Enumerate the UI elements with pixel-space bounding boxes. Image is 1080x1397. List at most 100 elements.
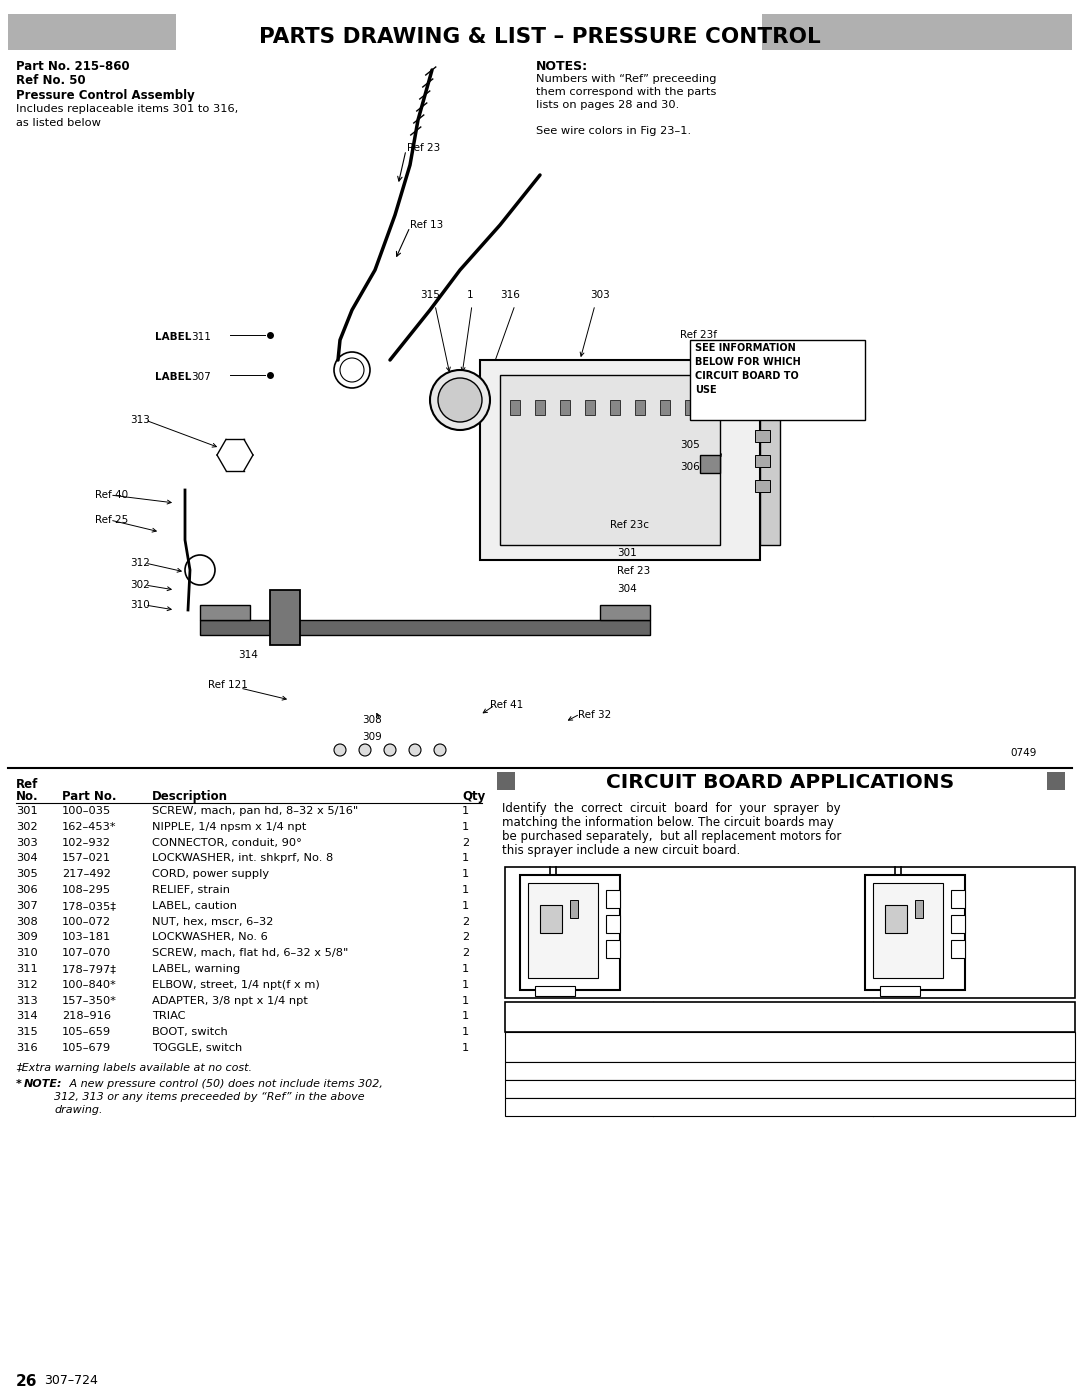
Text: Ref 25: Ref 25 [95, 515, 129, 525]
Text: 301: 301 [617, 548, 637, 557]
Text: 305: 305 [16, 869, 38, 879]
Text: NUT, hex, mscr, 6–32: NUT, hex, mscr, 6–32 [152, 916, 273, 926]
Text: 301: 301 [16, 806, 38, 816]
Text: 26: 26 [16, 1375, 38, 1389]
Bar [873, 883, 943, 978]
Text: 1: 1 [462, 1027, 469, 1037]
Text: 312, 313 or any items preceeded by “Ref” in the above: 312, 313 or any items preceeded by “Ref”… [54, 1092, 365, 1102]
Text: Ref 23: Ref 23 [407, 142, 441, 154]
Bar [606, 890, 620, 908]
Text: Sprayer, Series: Sprayer, Series [716, 1037, 810, 1046]
Text: 178–035‡: 178–035‡ [62, 901, 117, 911]
Text: 100–035: 100–035 [62, 806, 111, 816]
Text: 315: 315 [16, 1027, 38, 1037]
Text: 100–072: 100–072 [62, 916, 111, 926]
Text: 306: 306 [680, 462, 700, 472]
Text: Ref 13: Ref 13 [410, 219, 443, 231]
Text: 316: 316 [500, 291, 519, 300]
Circle shape [434, 745, 446, 756]
Bar [585, 400, 595, 415]
Text: External Motor Fan?: External Motor Fan? [700, 1084, 826, 1094]
Text: LABEL, caution: LABEL, caution [152, 901, 237, 911]
Text: 307: 307 [191, 372, 211, 381]
Text: A new pressure control (50) does not include items 302,: A new pressure control (50) does not inc… [66, 1078, 383, 1088]
Bar [755, 455, 770, 467]
Bar [755, 481, 770, 492]
Text: Ref 32: Ref 32 [578, 710, 611, 719]
Text: 311: 311 [191, 332, 211, 342]
Bar [480, 360, 760, 560]
Bar [865, 875, 966, 990]
Text: 309: 309 [362, 732, 382, 742]
Bar [762, 14, 1072, 50]
Bar [505, 1062, 1075, 1080]
Text: 224–727: 224–727 [949, 1066, 998, 1076]
Bar [200, 620, 650, 636]
Circle shape [359, 745, 372, 756]
Bar [660, 400, 670, 415]
Text: Pressure Control Assembly: Pressure Control Assembly [16, 89, 194, 102]
Text: 311: 311 [16, 964, 38, 974]
Bar [606, 940, 620, 958]
Bar [755, 405, 770, 416]
Text: 1: 1 [462, 964, 469, 974]
Bar [505, 1098, 1075, 1116]
Text: 312: 312 [16, 979, 38, 990]
Bar [0, 54, 1080, 770]
Text: Ref No. 50: Ref No. 50 [16, 74, 85, 88]
Bar [951, 890, 966, 908]
Text: 105–679: 105–679 [62, 1044, 111, 1053]
Bar [570, 900, 578, 918]
Text: 100–840*: 100–840* [62, 979, 117, 990]
Text: 103–181: 103–181 [62, 932, 111, 943]
Text: 308: 308 [16, 916, 38, 926]
Text: Graco Motor P/N: Graco Motor P/N [712, 1066, 814, 1076]
Text: ADAPTER, 3/8 npt x 1/4 npt: ADAPTER, 3/8 npt x 1/4 npt [152, 996, 308, 1006]
Bar [760, 374, 780, 545]
Text: Ref 23f: Ref 23f [680, 330, 717, 339]
Text: them correspond with the parts: them correspond with the parts [536, 87, 716, 96]
Text: 0749: 0749 [1010, 747, 1037, 759]
Text: 307: 307 [16, 901, 38, 911]
Text: 309: 309 [16, 932, 38, 943]
Bar [610, 400, 620, 415]
Bar [755, 380, 770, 393]
Bar [505, 1002, 1075, 1032]
Text: 223–597
used in: 223–597 used in [950, 1006, 998, 1028]
Bar [535, 986, 575, 996]
Text: CONNECTOR, conduit, 90°: CONNECTOR, conduit, 90° [152, 838, 302, 848]
Bar [505, 1032, 1075, 1062]
Bar [505, 868, 1075, 997]
Text: 157–350*: 157–350* [62, 996, 117, 1006]
Text: 308: 308 [362, 715, 382, 725]
Text: Numbers with “Ref” preceeding: Numbers with “Ref” preceeding [536, 74, 716, 84]
Text: 1: 1 [462, 1011, 469, 1021]
Text: 178–797‡: 178–797‡ [62, 964, 117, 974]
Text: ‡Extra warning labels available at no cost.: ‡Extra warning labels available at no co… [16, 1063, 252, 1073]
Text: TOGGLE, switch: TOGGLE, switch [152, 1044, 242, 1053]
Text: CIRCUIT BOARD APPLICATIONS: CIRCUIT BOARD APPLICATIONS [606, 774, 954, 792]
Text: 105–659: 105–659 [62, 1027, 111, 1037]
Text: 1: 1 [462, 886, 469, 895]
Bar [497, 773, 515, 789]
Text: 2: 2 [462, 838, 469, 848]
Circle shape [334, 745, 346, 756]
Text: 304: 304 [16, 854, 38, 863]
Text: 1101007414: 1101007414 [939, 1102, 1009, 1112]
Text: be purchased separately,  but all replacement motors for: be purchased separately, but all replace… [502, 830, 841, 842]
Text: 310: 310 [130, 599, 150, 610]
Text: 1: 1 [462, 806, 469, 816]
Text: 312: 312 [130, 557, 150, 569]
Text: RELIEF, strain: RELIEF, strain [152, 886, 230, 895]
Bar [519, 875, 620, 990]
Text: 304: 304 [617, 584, 637, 594]
Text: matching the information below. The circuit boards may: matching the information below. The circ… [502, 816, 834, 828]
Text: Description: Description [152, 789, 228, 803]
Bar [600, 605, 650, 620]
Text: 218–916: 218–916 [62, 1011, 111, 1021]
Text: 303: 303 [16, 838, 38, 848]
Text: 2: 2 [462, 949, 469, 958]
Bar [505, 1080, 1075, 1098]
Bar [880, 986, 920, 996]
Text: 314: 314 [238, 650, 258, 659]
